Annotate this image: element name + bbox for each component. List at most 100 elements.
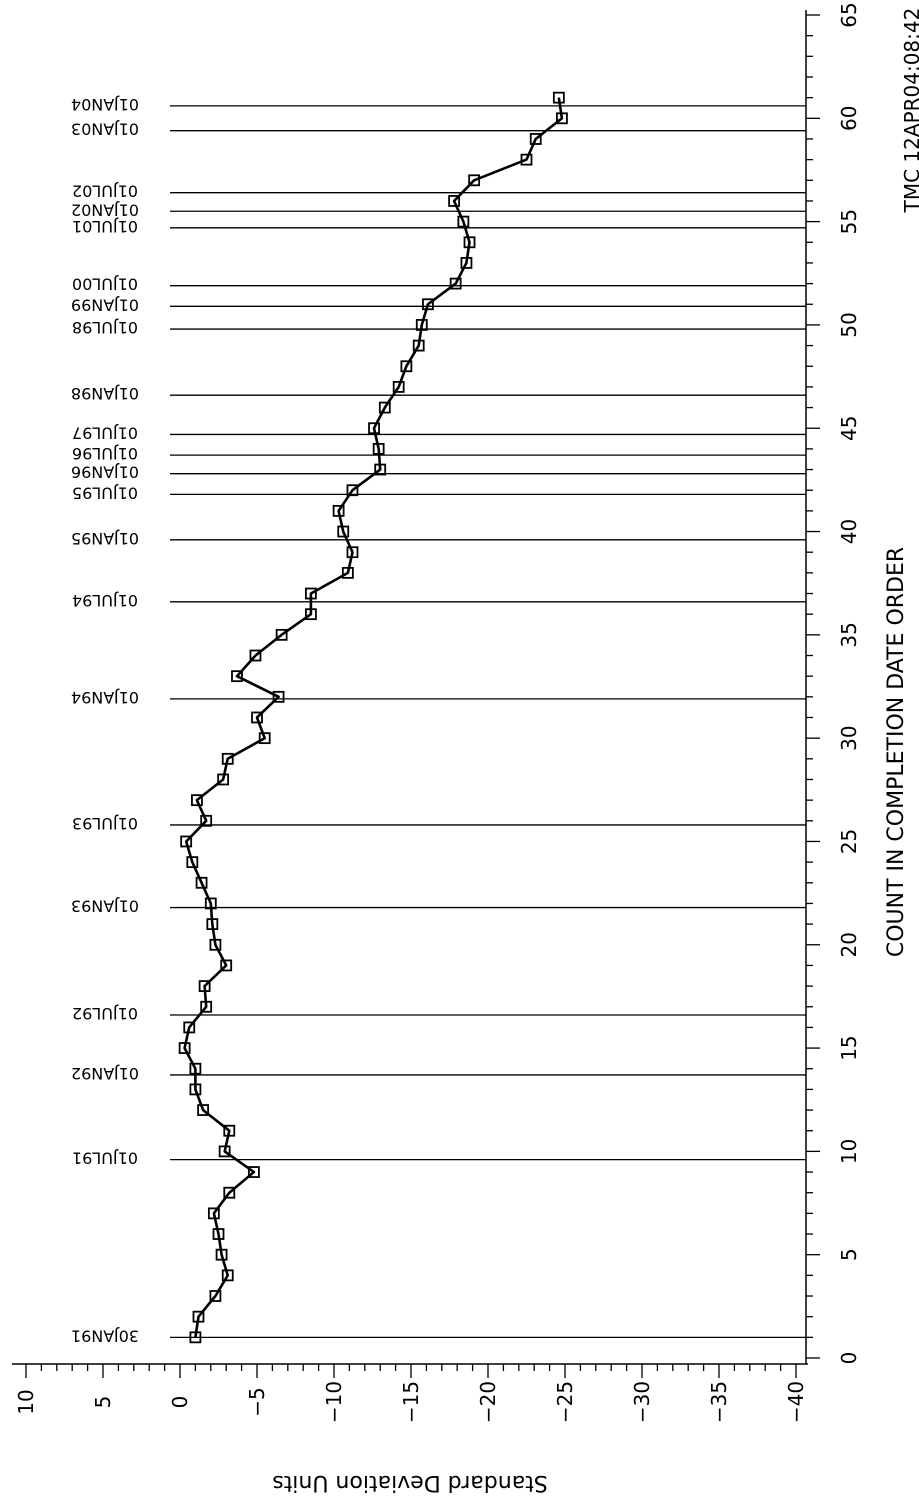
reference-line-label: 01JAN99 (71, 295, 139, 314)
count-axis-tick-label: 40 (837, 519, 861, 544)
value-axis-tick-label: −35 (707, 1381, 731, 1423)
count-axis-tick-label: 0 (837, 1352, 861, 1365)
reference-line-label: 01JAN02 (71, 200, 139, 219)
data-point-marker (337, 525, 350, 538)
data-point-marker (332, 504, 345, 517)
data-point-marker (400, 360, 413, 373)
reference-line-label: 01JAN95 (71, 529, 139, 548)
data-point-marker (552, 91, 565, 104)
data-point-marker (206, 918, 219, 931)
value-axis-tick-label: 10 (14, 1389, 38, 1414)
reference-line-label: 01JUL00 (72, 275, 138, 294)
count-axis-tick-label: 15 (837, 1035, 861, 1060)
data-point-marker (448, 195, 461, 207)
value-axis-title: Standard Deviation Units (272, 1470, 548, 1495)
reference-line-label: 01JAN93 (71, 897, 139, 916)
data-point-marker (221, 1269, 234, 1282)
data-point-marker (529, 133, 542, 145)
data-point-marker (207, 1207, 220, 1220)
data-point-marker (460, 257, 473, 269)
data-point-marker (218, 1145, 231, 1158)
data-point-marker (346, 484, 359, 497)
data-point-marker (183, 1021, 196, 1034)
data-point-marker (198, 980, 211, 992)
value-axis: −40 −35 −30 −25 −20 −15 −10 −5 0 5 10 (12, 1363, 808, 1423)
reference-line-label: 01JAN92 (71, 1064, 139, 1083)
reference-line-label: 01JAN04 (71, 95, 139, 114)
reference-line-label: 30JAN91 (71, 1326, 139, 1345)
reference-line-label: 01JUL01 (72, 217, 138, 236)
data-point-marker (223, 1186, 236, 1199)
count-axis-tick-label: 30 (837, 725, 861, 750)
data-point-marker (275, 628, 288, 641)
reference-lines: 30JAN91 01JUL91 01JAN92 01JUL92 01JAN93 01JUL… (71, 95, 806, 1345)
data-point-marker (251, 711, 263, 724)
data-point-marker (200, 814, 213, 827)
count-axis-tick-label: 50 (837, 312, 861, 337)
value-axis-tick-label: 5 (91, 1396, 115, 1409)
data-point-marker (215, 1248, 228, 1261)
data-point-marker (197, 1104, 210, 1116)
data-point-marker (178, 1042, 191, 1054)
count-axis-title: COUNT IN COMPLETION DATE ORDER (884, 547, 909, 957)
count-axis-tick-label: 55 (837, 209, 861, 234)
count-axis-tick-label: 25 (837, 829, 861, 854)
count-axis-tick-label: 35 (837, 622, 861, 647)
data-point-marker (412, 339, 425, 352)
series-line (178, 91, 568, 1344)
count-axis-tick-label: 65 (837, 2, 861, 27)
reference-line-label: 01JAN98 (71, 384, 139, 403)
data-point-marker (346, 546, 359, 559)
data-point-marker (304, 608, 317, 621)
data-point-marker (556, 112, 568, 125)
value-axis-tick-label: −25 (553, 1381, 577, 1423)
data-point-marker (231, 670, 243, 683)
data-point-marker (415, 319, 428, 331)
count-axis-tick-label: 60 (837, 106, 861, 131)
reference-line-label: 01JUL02 (72, 182, 138, 201)
data-point-marker (212, 1228, 225, 1240)
reference-line-label: 01JAN03 (71, 120, 139, 139)
data-point-marker (249, 649, 262, 662)
series-path (183, 97, 564, 1338)
data-point-marker (372, 442, 385, 455)
data-point-marker (195, 876, 208, 889)
data-point-marker (457, 215, 470, 228)
value-axis-tick-label: −30 (630, 1381, 654, 1423)
data-point-marker (191, 794, 203, 807)
data-point-marker (374, 463, 387, 476)
value-axis-tick-label: −5 (245, 1387, 269, 1416)
count-axis-tick-label: 45 (837, 416, 861, 441)
value-axis-tick-label: −15 (399, 1381, 423, 1423)
reference-line-label: 01JAN96 (71, 463, 139, 482)
data-point-marker (304, 587, 317, 600)
reference-line-label: 01JUL98 (72, 318, 138, 337)
reference-line-label: 01JUL93 (72, 814, 138, 833)
value-axis-tick-label: −10 (322, 1381, 346, 1423)
data-point-marker (189, 1331, 202, 1344)
data-point-marker (192, 1310, 205, 1323)
data-point-marker (220, 959, 233, 972)
data-point-marker (520, 153, 533, 166)
value-axis-tick-label: −20 (476, 1381, 500, 1423)
count-axis-tick-label: 5 (837, 1248, 861, 1261)
data-point-marker (422, 298, 434, 311)
data-point-marker (341, 566, 354, 579)
data-point-marker (468, 174, 481, 187)
reference-line-label: 01JAN94 (71, 688, 139, 707)
data-point-marker (189, 1062, 202, 1075)
data-point-marker (209, 938, 222, 951)
data-point-marker (258, 732, 271, 745)
data-point-marker (186, 856, 199, 869)
count-axis-tick-label: 10 (837, 1139, 861, 1164)
data-point-marker (204, 897, 217, 910)
data-point-marker (217, 773, 230, 786)
data-point-marker (449, 277, 462, 290)
data-point-marker (392, 381, 405, 393)
data-point-marker (248, 1166, 260, 1178)
count-axis-tick-label: 20 (837, 932, 861, 957)
data-point-marker (272, 690, 285, 703)
reference-line-label: 01JUL94 (72, 591, 138, 610)
data-point-marker (180, 835, 193, 848)
